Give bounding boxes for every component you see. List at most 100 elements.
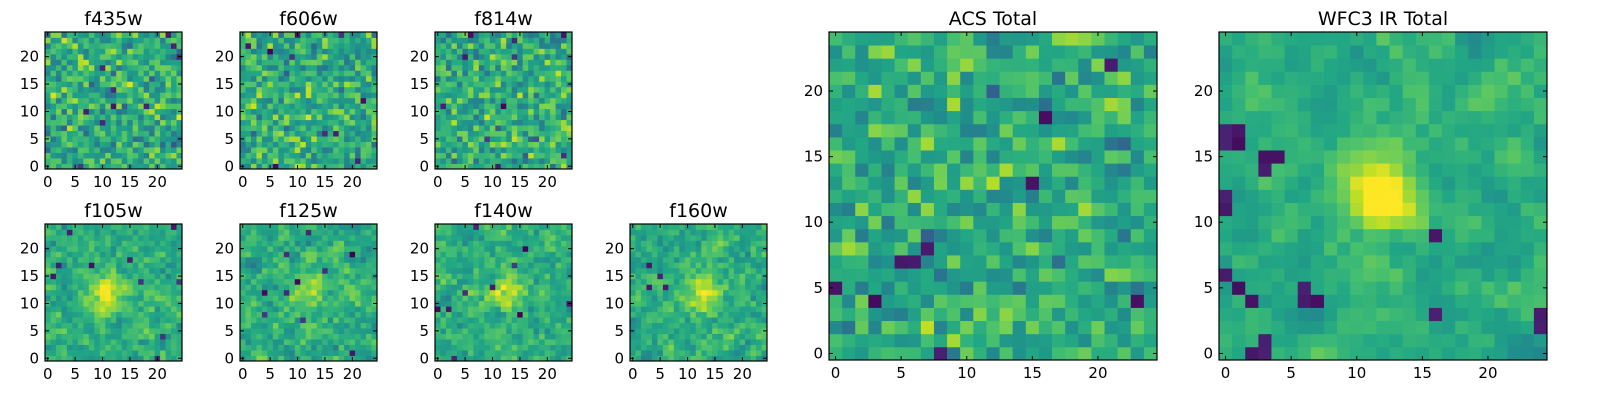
heatmap-cell [371, 152, 378, 159]
heatmap-cell [66, 103, 73, 110]
heatmap-cell [761, 251, 768, 258]
heatmap-cell [250, 273, 257, 280]
heatmap-cell [533, 350, 540, 356]
heatmap-cell [110, 32, 117, 38]
heatmap-cells [240, 224, 378, 362]
heatmap-cell [121, 295, 128, 302]
heatmap-cell [116, 163, 123, 170]
heatmap-cell [451, 289, 458, 296]
heatmap-cell [165, 42, 172, 49]
heatmap-cell [154, 136, 161, 142]
heatmap-cell [305, 81, 312, 88]
heatmap-cell [72, 53, 79, 60]
heatmap-cell [355, 306, 361, 313]
heatmap-cell [283, 86, 290, 93]
heatmap-cell [45, 350, 51, 356]
heatmap-cell [761, 256, 768, 263]
heatmap-cell [371, 103, 378, 110]
heatmap-cell [83, 163, 90, 170]
heatmap-cell [489, 141, 496, 148]
heatmap-cell [311, 289, 318, 296]
heatmap-cell [45, 59, 51, 66]
heatmap-cell [517, 75, 524, 82]
heatmap-cell [289, 339, 296, 345]
heatmap-cell [500, 289, 507, 296]
heatmap-cell [171, 267, 177, 274]
heatmap-cell [88, 32, 95, 38]
heatmap-cell [528, 75, 535, 82]
heatmap-cell [138, 86, 145, 93]
heatmap-cell [539, 333, 545, 340]
heatmap-cell [495, 355, 502, 362]
heatmap-cell [127, 284, 134, 291]
heatmap-cell [55, 108, 62, 115]
heatmap-cell [561, 317, 567, 324]
heatmap-cell [489, 284, 496, 291]
heatmap-cell [256, 284, 263, 291]
heatmap-cell [344, 81, 350, 88]
heatmap-cell [550, 114, 556, 121]
heatmap-cell [88, 311, 95, 318]
heatmap-cell [522, 119, 529, 126]
heatmap-cell [456, 355, 463, 362]
heatmap-cell [999, 176, 1014, 190]
heatmap-cell [506, 267, 513, 274]
heatmap-cell [99, 158, 106, 164]
heatmap-cell [495, 130, 502, 137]
heatmap-cell [1078, 333, 1092, 348]
heatmap-cell [160, 344, 166, 351]
heatmap-cell [451, 163, 458, 170]
heatmap-cell [640, 306, 647, 313]
heatmap-cell [522, 262, 529, 269]
heatmap-cell [500, 251, 507, 258]
heatmap-cell [355, 86, 361, 93]
heatmap-cell [506, 344, 513, 351]
heatmap-cell [1012, 163, 1027, 177]
heatmap-cell [435, 64, 441, 71]
heatmap-cell [528, 284, 535, 291]
x-tick-label: 20 [148, 365, 167, 383]
heatmap-cell [154, 306, 161, 313]
heatmap-cell [327, 92, 334, 99]
heatmap-cell [294, 141, 301, 148]
heatmap-cell [734, 278, 740, 285]
x-tick-label: 0 [43, 365, 53, 383]
heatmap-cell [1143, 241, 1158, 256]
heatmap-cell [522, 317, 529, 324]
heatmap-cell [61, 163, 68, 170]
heatmap-cell [366, 147, 372, 153]
heatmap-cell [533, 245, 540, 252]
heatmap-cell [462, 114, 469, 121]
heatmap-cell [566, 75, 573, 82]
heatmap-cell [462, 262, 469, 269]
heatmap-cell [495, 125, 502, 132]
heatmap-cell [349, 125, 356, 132]
heatmap-cell [435, 86, 441, 93]
heatmap-cell [668, 350, 675, 356]
heatmap-cell [360, 295, 367, 302]
heatmap-cell [555, 295, 562, 302]
heatmap-cell [165, 152, 172, 159]
heatmap-cell [311, 136, 318, 142]
heatmap-cell [973, 202, 987, 217]
heatmap-cell [165, 317, 172, 324]
heatmap-cell [679, 295, 686, 302]
heatmap-cell [695, 355, 702, 362]
heatmap-cell [240, 48, 246, 55]
heatmap-cell [539, 306, 545, 313]
heatmap-cell [83, 344, 90, 351]
heatmap-cell [245, 97, 252, 104]
heatmap-cell [467, 136, 474, 142]
heatmap-cell [679, 224, 686, 230]
heatmap-cell [99, 278, 106, 285]
heatmap-cell [673, 328, 680, 334]
heatmap-cell [544, 328, 551, 334]
heatmap-cell [72, 240, 79, 247]
heatmap-cell [360, 229, 367, 236]
heatmap-cell [712, 289, 719, 296]
heatmap-cell [143, 75, 150, 82]
heatmap-cell [745, 245, 751, 252]
heatmap-cell [250, 240, 257, 247]
heatmap-cell [245, 251, 252, 258]
heatmap-cell [278, 70, 285, 77]
